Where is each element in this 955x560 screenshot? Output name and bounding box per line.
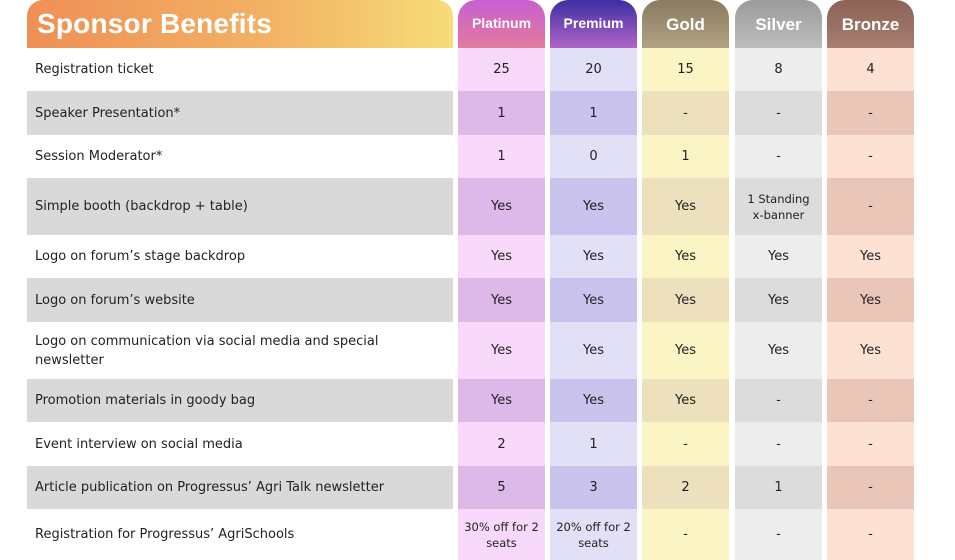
cell-premium: 0 — [550, 135, 637, 178]
cell-silver: 1 Standing x-banner — [735, 178, 822, 235]
tier-header-gold: Gold — [642, 0, 729, 48]
row-label: Simple booth (backdrop + table) — [27, 178, 453, 235]
cell-bronze: - — [827, 91, 914, 135]
cell-silver: Yes — [735, 235, 822, 278]
tier-header-platinum: Platinum — [458, 0, 545, 48]
cell-platinum: Yes — [458, 379, 545, 422]
cell-premium: 20% off for 2 seats — [550, 509, 637, 560]
tier-header-silver: Silver — [735, 0, 822, 48]
cell-bronze: - — [827, 509, 914, 560]
cell-bronze: Yes — [827, 235, 914, 278]
cell-premium: Yes — [550, 178, 637, 235]
row-label: Speaker Presentation* — [27, 91, 453, 135]
cell-platinum: 1 — [458, 91, 545, 135]
cell-premium: Yes — [550, 379, 637, 422]
cell-gold: Yes — [642, 322, 729, 379]
cell-platinum: Yes — [458, 322, 545, 379]
cell-silver: - — [735, 422, 822, 466]
cell-platinum: 2 — [458, 422, 545, 466]
tier-header-premium: Premium — [550, 0, 637, 48]
cell-silver: - — [735, 135, 822, 178]
row-label: Promotion materials in goody bag — [27, 379, 453, 422]
cell-gold: - — [642, 509, 729, 560]
cell-premium: 1 — [550, 422, 637, 466]
cell-silver: - — [735, 509, 822, 560]
cell-gold: Yes — [642, 379, 729, 422]
row-label: Registration for Progressus’ AgriSchools — [27, 509, 453, 560]
cell-silver: - — [735, 91, 822, 135]
cell-silver: Yes — [735, 278, 822, 322]
row-label: Event interview on social media — [27, 422, 453, 466]
cell-premium: Yes — [550, 278, 637, 322]
row-label: Logo on communication via social media a… — [27, 322, 453, 379]
row-label: Logo on forum’s website — [27, 278, 453, 322]
cell-premium: 20 — [550, 48, 637, 91]
cell-gold: - — [642, 422, 729, 466]
cell-bronze: Yes — [827, 322, 914, 379]
cell-bronze: Yes — [827, 278, 914, 322]
cell-bronze: - — [827, 135, 914, 178]
cell-bronze: - — [827, 379, 914, 422]
cell-bronze: - — [827, 422, 914, 466]
cell-gold: - — [642, 91, 729, 135]
cell-gold: 1 — [642, 135, 729, 178]
cell-bronze: 4 — [827, 48, 914, 91]
cell-bronze: - — [827, 178, 914, 235]
cell-premium: Yes — [550, 235, 637, 278]
cell-premium: 3 — [550, 466, 637, 509]
cell-silver: Yes — [735, 322, 822, 379]
cell-gold: Yes — [642, 278, 729, 322]
row-label: Logo on forum’s stage backdrop — [27, 235, 453, 278]
table-title: Sponsor Benefits — [27, 0, 453, 48]
cell-platinum: Yes — [458, 278, 545, 322]
row-label: Session Moderator* — [27, 135, 453, 178]
cell-gold: 2 — [642, 466, 729, 509]
cell-platinum: Yes — [458, 178, 545, 235]
tier-header-bronze: Bronze — [827, 0, 914, 48]
cell-gold: 15 — [642, 48, 729, 91]
cell-platinum: 1 — [458, 135, 545, 178]
cell-bronze: - — [827, 466, 914, 509]
row-label: Registration ticket — [27, 48, 453, 91]
cell-platinum: Yes — [458, 235, 545, 278]
cell-premium: 1 — [550, 91, 637, 135]
cell-platinum: 25 — [458, 48, 545, 91]
row-label: Article publication on Progressus’ Agri … — [27, 466, 453, 509]
cell-platinum: 30% off for 2 seats — [458, 509, 545, 560]
cell-silver: 1 — [735, 466, 822, 509]
cell-gold: Yes — [642, 178, 729, 235]
cell-platinum: 5 — [458, 466, 545, 509]
cell-premium: Yes — [550, 322, 637, 379]
cell-silver: 8 — [735, 48, 822, 91]
cell-gold: Yes — [642, 235, 729, 278]
cell-silver: - — [735, 379, 822, 422]
